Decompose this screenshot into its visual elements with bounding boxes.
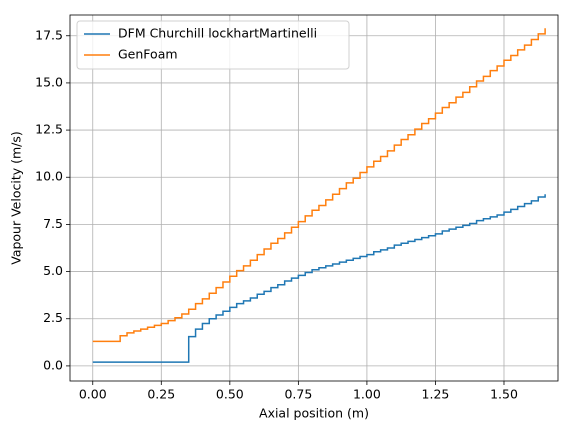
x-tick-label: 0.25 [147, 387, 175, 402]
legend-box [76, 20, 350, 70]
y-tick-label: 17.5 [35, 27, 63, 42]
y-tick-label: 15.0 [35, 74, 63, 89]
legend: DFM Churchill lockhartMartinelli GenFoam [76, 20, 350, 70]
x-tick-label: 0.75 [284, 387, 312, 402]
x-tick-label: 0.00 [79, 387, 107, 402]
y-tick-label: 7.5 [43, 216, 63, 231]
plot-frame [69, 14, 559, 382]
x-tick-label: 0.50 [216, 387, 244, 402]
x-tick-label: 1.00 [353, 387, 381, 402]
series-line [92, 28, 546, 343]
x-tick-label: 1.50 [490, 387, 518, 402]
y-axis-label: Vapour Velocity (m/s) [9, 131, 24, 265]
x-axis-label: Axial position (m) [259, 406, 369, 421]
x-tick-label: 1.25 [422, 387, 450, 402]
y-tick-label: 2.5 [43, 310, 63, 325]
y-tick-label: 12.5 [35, 122, 63, 137]
series-line [92, 194, 546, 363]
y-tick-label: 5.0 [43, 263, 63, 278]
legend-label: DFM Churchill lockhartMartinelli [118, 26, 317, 41]
legend-label: GenFoam [118, 47, 178, 62]
y-tick-label: 0.0 [43, 357, 63, 372]
y-tick-label: 10.0 [35, 169, 63, 184]
